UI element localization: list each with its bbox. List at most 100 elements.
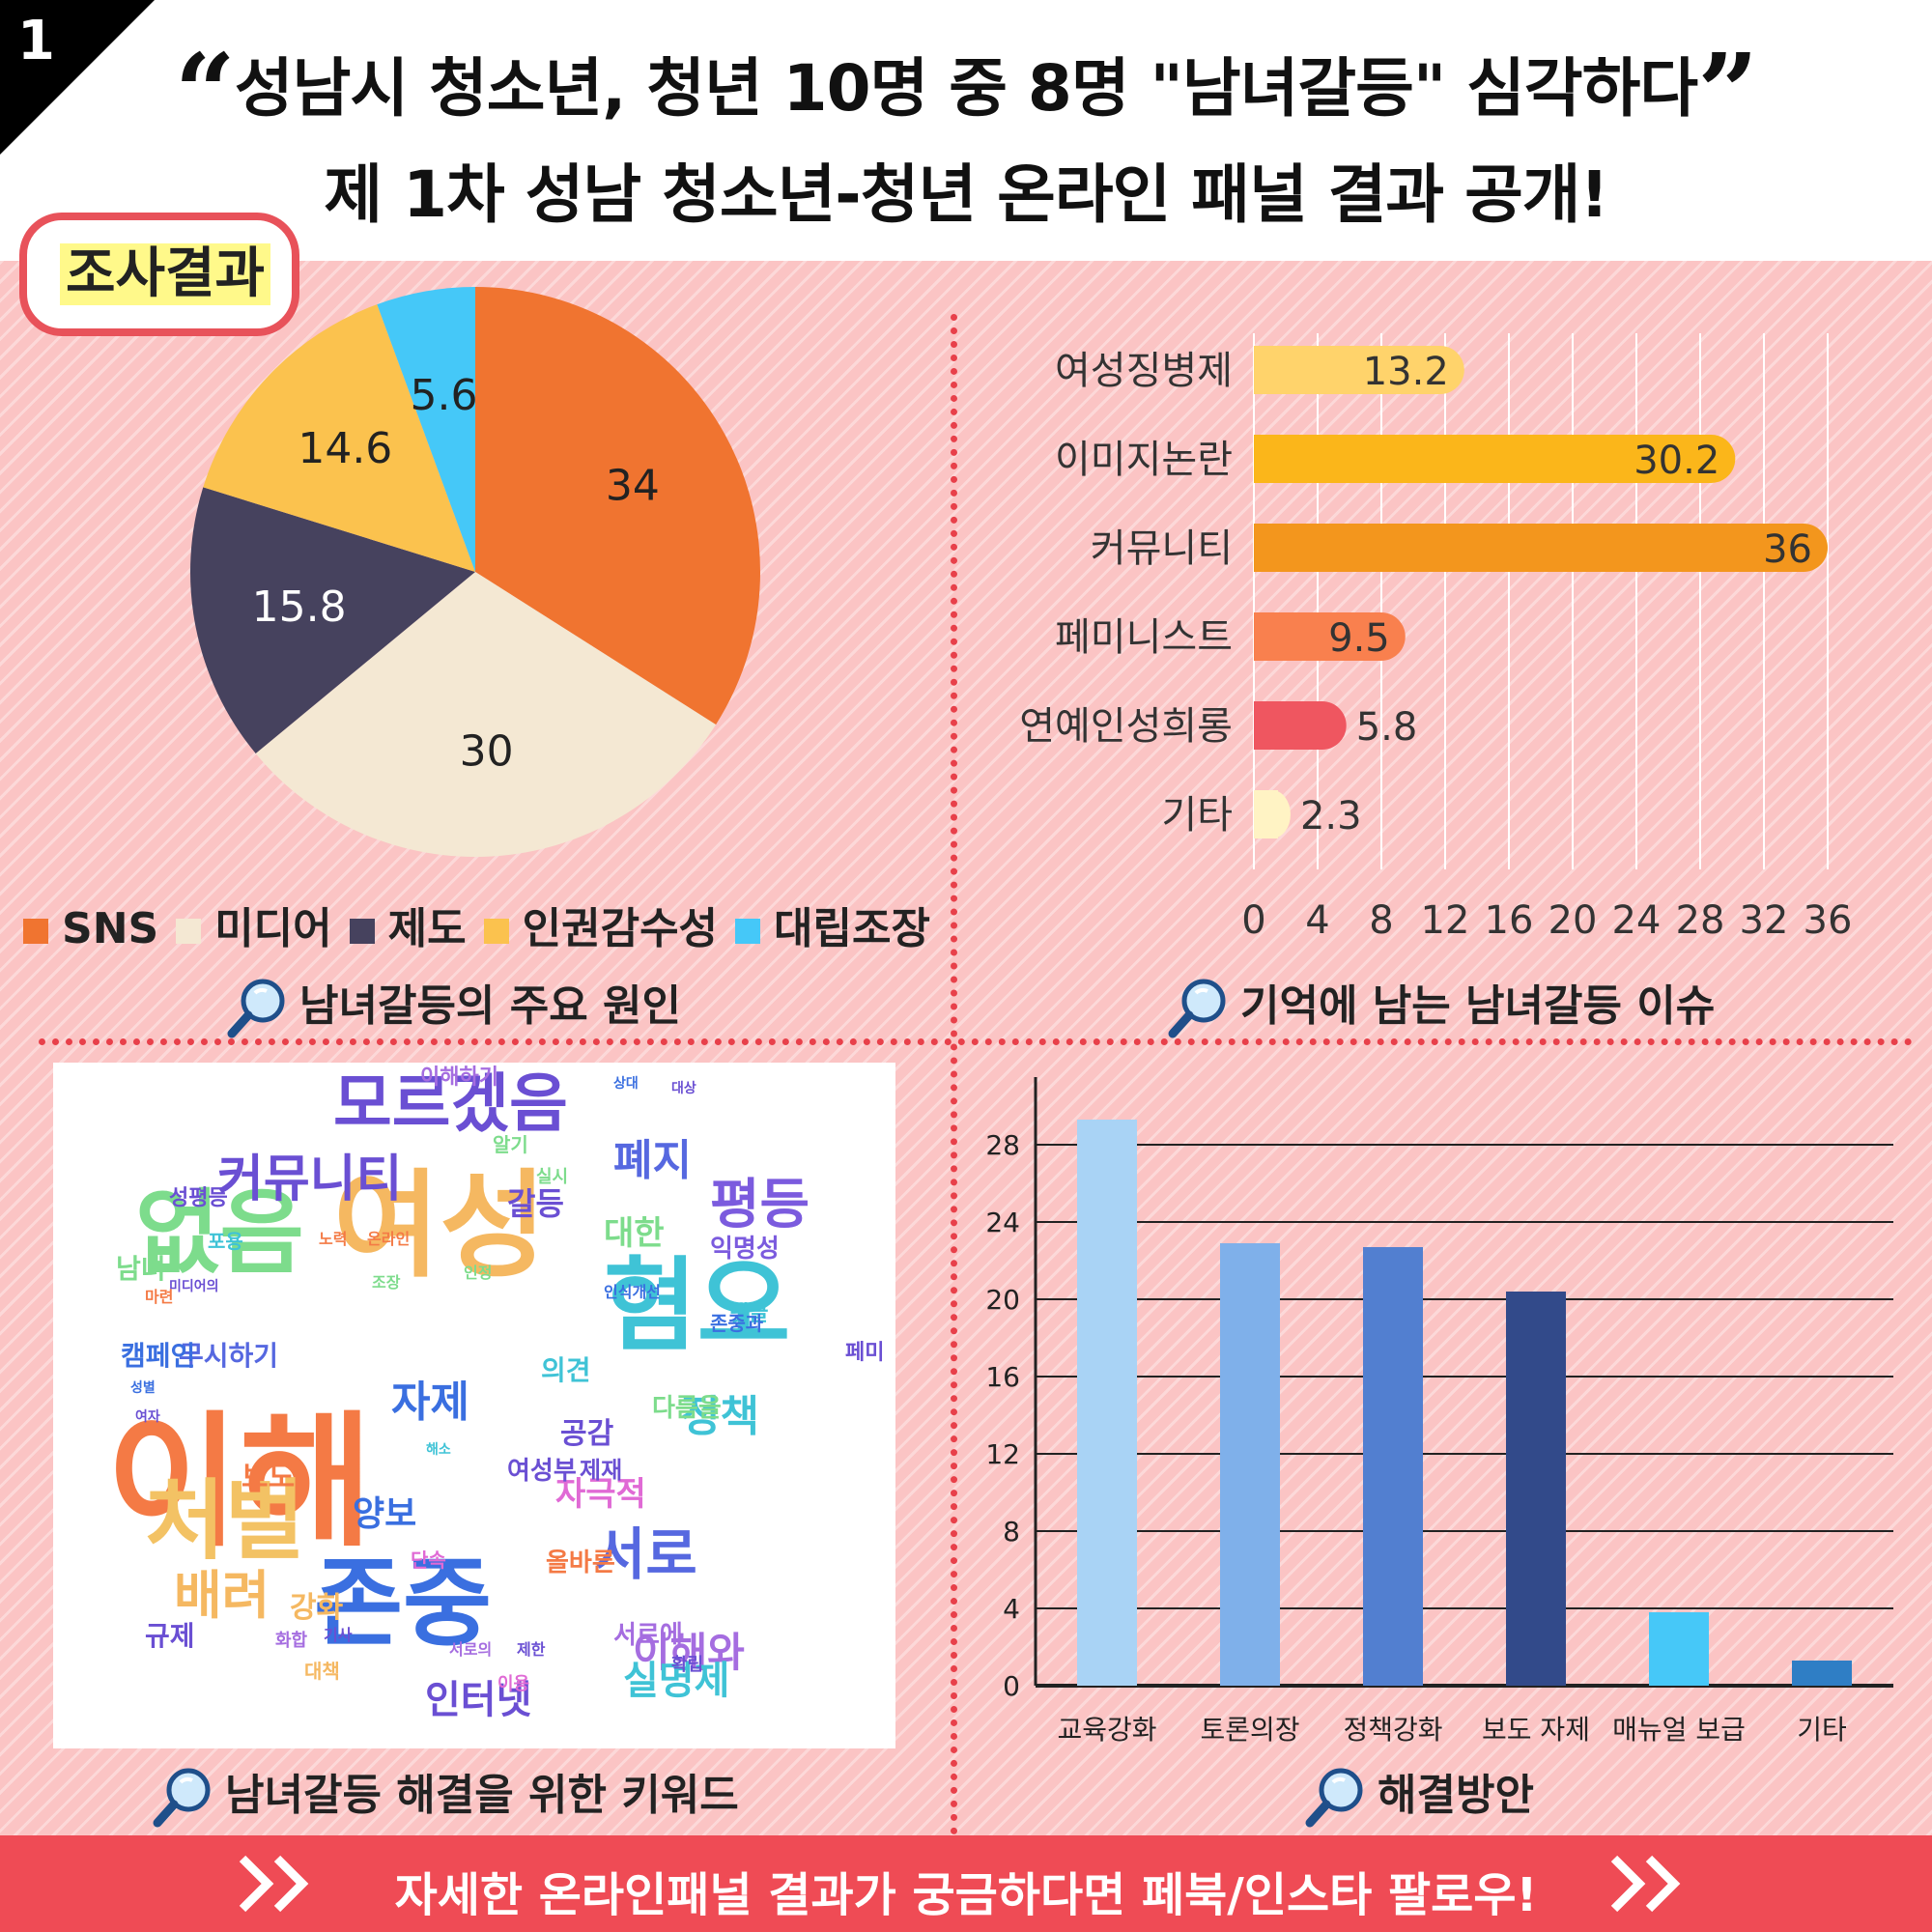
cloud-word: 보도: [242, 1461, 296, 1494]
legend-item: 인권감수성: [483, 894, 719, 955]
cloud-word: 익명성: [710, 1235, 780, 1264]
cloud-word: 서로: [594, 1521, 697, 1587]
cloud-caption: 남녀갈등 해결을 위한 키워드: [150, 1760, 739, 1831]
cloud-word: 제한: [517, 1640, 546, 1659]
pie-caption: 남녀갈등의 주요 원인: [224, 971, 681, 1041]
hbar-value-label: 13.2: [1363, 350, 1449, 394]
legend-label: 미디어: [214, 904, 332, 953]
magnifier-icon: [1168, 979, 1226, 1038]
cloud-word: 성별: [130, 1380, 156, 1396]
cloud-word: 남녀: [116, 1253, 166, 1285]
header: 1 “성남시 청소년, 청년 10명 중 8명 "남녀갈등" 심각하다” 제 1…: [0, 0, 1932, 261]
footer-banner[interactable]: 자세한 온라인패널 결과가 궁금하다면 페북/인스타 팔로우!: [0, 1835, 1932, 1932]
hbar-bar: [1254, 524, 1828, 572]
cloud-word: 단속: [411, 1548, 446, 1572]
cloud-word: 인정: [464, 1264, 493, 1282]
cloud-word: 규제: [145, 1620, 195, 1652]
cloud-word: 상대: [613, 1076, 639, 1092]
vbar-category-label: 매뉴얼 보급: [1612, 1714, 1746, 1746]
pie-value-label: 34: [606, 461, 660, 510]
hbar-tick-label: 16: [1485, 898, 1534, 943]
legend-swatch: [483, 919, 509, 944]
legend-swatch: [349, 919, 375, 944]
legend-item: 대립조장: [735, 894, 930, 955]
vbar-category-label: 보도 자제: [1482, 1714, 1590, 1746]
pie-value-label: 15.8: [252, 582, 347, 632]
cloud-word: 처벌: [145, 1470, 305, 1572]
hbar-bar-cap: [1254, 524, 1278, 572]
legend-label: 인권감수성: [522, 904, 719, 953]
vbar-category-label: 교육강화: [1057, 1714, 1156, 1746]
cloud-word: 이용: [497, 1674, 530, 1694]
footer-text: 자세한 온라인패널 결과가 궁금하다면 페북/인스타 팔로우!: [394, 1868, 1538, 1922]
cloud-word: 해소: [426, 1442, 451, 1458]
issue-bar-chart: 0 4 8 12 16 20 24 28 32 36 여성징병제 13.2 이미지논란 30.2 커뮤니티 3…: [1019, 333, 1852, 943]
cloud-word: 자제: [391, 1378, 469, 1427]
vbar-bar: [1792, 1661, 1852, 1686]
cloud-caption-text: 남녀갈등 해결을 위한 키워드: [225, 1771, 739, 1820]
cloud-word: 여성: [333, 1159, 547, 1293]
hbar-tick-label: 32: [1740, 898, 1789, 943]
hbar-tick-label: 28: [1676, 898, 1725, 943]
pie-slice-4: [377, 287, 475, 572]
cloud-word: 이해와: [633, 1629, 745, 1676]
vbar-tick-label: 20: [985, 1284, 1020, 1316]
vbar-bar: [1363, 1247, 1423, 1686]
hbar-value-label: 30.2: [1634, 439, 1719, 483]
hbar-category-label: 커뮤니티: [1091, 526, 1233, 571]
pie-slice-2: [190, 487, 475, 754]
page-number: 1: [17, 10, 55, 72]
cloud-word: 여성부: [507, 1457, 577, 1486]
cloud-word: 서로의: [449, 1640, 493, 1659]
cloud-word: 포용: [208, 1230, 243, 1253]
vbar-tick-label: 8: [1003, 1516, 1020, 1548]
word-cloud: 이해 여성 혐오 존중 없음 처벌 모르겠음 커뮤니티 평등 서로 배려 폐지 자제 정책 이해와 실명제 인터…: [53, 1063, 895, 1748]
cloud-word: 제재: [580, 1457, 623, 1484]
cloud-word: 양보: [353, 1494, 417, 1534]
cloud-word: 폐지: [613, 1136, 692, 1185]
cloud-word: 공감: [560, 1417, 614, 1451]
hbar-bar: [1254, 612, 1406, 661]
vbar-category-label: 토론의장: [1200, 1714, 1299, 1746]
hbar-caption-text: 기억에 남는 남녀갈등 이슈: [1240, 981, 1716, 1031]
cloud-word: 대책: [304, 1660, 340, 1683]
cloud-word: 없음: [135, 1180, 304, 1287]
cloud-word: 조장: [372, 1273, 401, 1292]
cloud-word: 존중: [314, 1547, 492, 1660]
cloud-word: 모르겠음: [333, 1066, 568, 1141]
pie-slice-0: [475, 287, 760, 725]
cloud-word: 배려: [174, 1565, 270, 1626]
cloud-word: 온라인: [367, 1230, 411, 1248]
vbar-tick-label: 28: [985, 1129, 1020, 1161]
legend-label: SNS: [62, 904, 159, 953]
cloud-word: 성평등: [169, 1186, 228, 1210]
pie-chart: 34 30 15.8 14.6 5.6: [190, 287, 760, 858]
vertical-divider: [951, 314, 957, 1835]
legend-label: 제도: [387, 904, 467, 953]
vbar-caption: 해결방안: [1302, 1760, 1534, 1831]
hbar-bar-cap: [1254, 790, 1278, 838]
vbar-category-label: 정책강화: [1343, 1714, 1442, 1746]
cloud-word: 갈등: [507, 1185, 564, 1222]
cloud-word: 인터넷: [425, 1678, 532, 1722]
cloud-word: 여자: [135, 1409, 160, 1425]
magnifier-icon: [153, 1768, 211, 1828]
pie-value-label: 14.6: [298, 424, 392, 473]
pie-legend: SNS 미디어 제도 인권감수성 대립조장: [23, 894, 948, 955]
legend-label: 대립조장: [774, 904, 930, 953]
hbar-bar-cap: [1254, 435, 1278, 483]
cloud-word: 다름을: [652, 1394, 722, 1423]
hbar-bar: [1254, 346, 1464, 394]
pie-value-label: 30: [460, 726, 514, 776]
cloud-word: 대한: [604, 1214, 665, 1253]
legend-swatch: [23, 919, 48, 944]
double-chevron-right-icon: [1610, 1855, 1681, 1913]
vbar-tick-label: 0: [1003, 1670, 1020, 1702]
pie-slice-1: [255, 572, 717, 858]
open-quote: “: [174, 30, 236, 155]
hbar-tick-label: 4: [1305, 898, 1329, 943]
cloud-word: 정책: [681, 1392, 759, 1441]
cloud-word: 실명제: [623, 1659, 730, 1703]
legend-item: 제도: [349, 894, 467, 955]
cloud-word: 노력: [319, 1230, 348, 1248]
